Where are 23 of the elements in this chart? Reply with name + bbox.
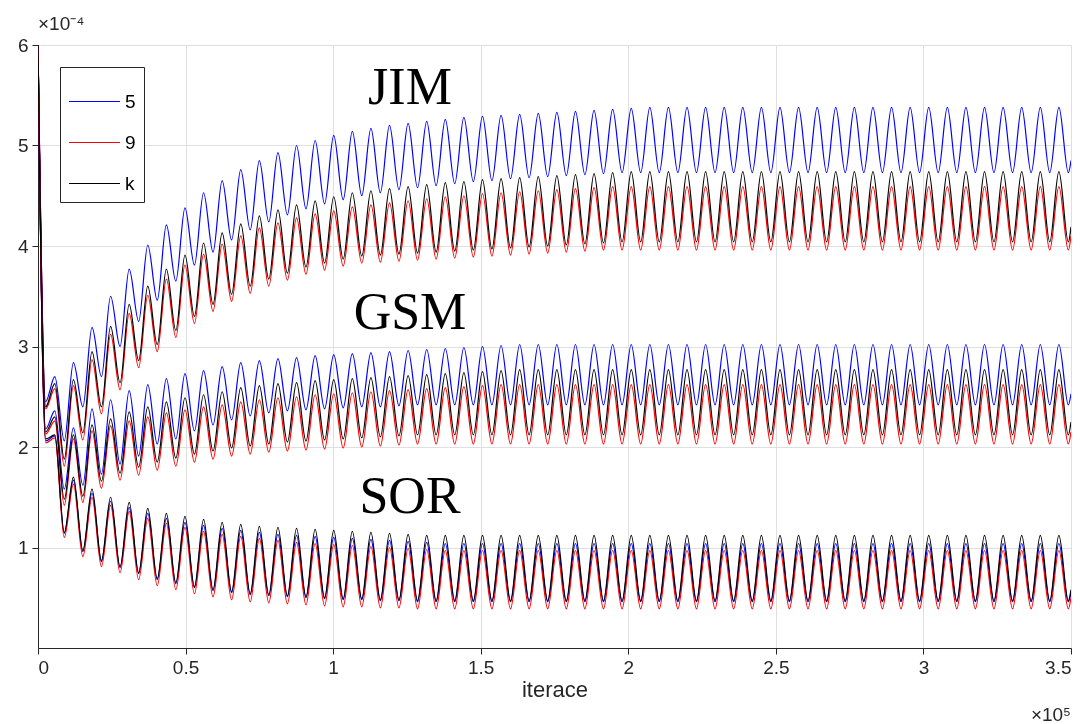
annotation: GSM [353,283,467,340]
y-tick-label: 5 [17,135,29,156]
annotation: JIM [368,58,452,115]
x-tick-label: 1.5 [468,656,495,678]
legend-label: 5 [125,90,136,112]
text: ×10⁵ [1030,704,1071,724]
y-tick-label: 1 [17,537,29,558]
x-axis-title: iterace [521,676,589,702]
y-tick-label: 4 [17,235,29,257]
x-tick-label: 2.5 [763,656,790,678]
x-tick-label: 0 [38,656,50,678]
legend-label: 9 [125,131,136,153]
text: ×10⁻⁴ [38,13,85,34]
x-tick-label: 2 [623,656,635,678]
y-tick-label: 6 [17,34,29,56]
x-tick-label: 0.5 [172,656,200,678]
x-tick-label: 3 [918,656,930,678]
y-tick-label: 3 [17,336,29,357]
legend-label: k [125,172,135,194]
y-tick-label: 2 [17,436,29,458]
annotation: SOR [359,467,461,524]
x-tick-label: 3.5 [1045,656,1072,678]
x-tick-label: 1 [328,656,339,678]
